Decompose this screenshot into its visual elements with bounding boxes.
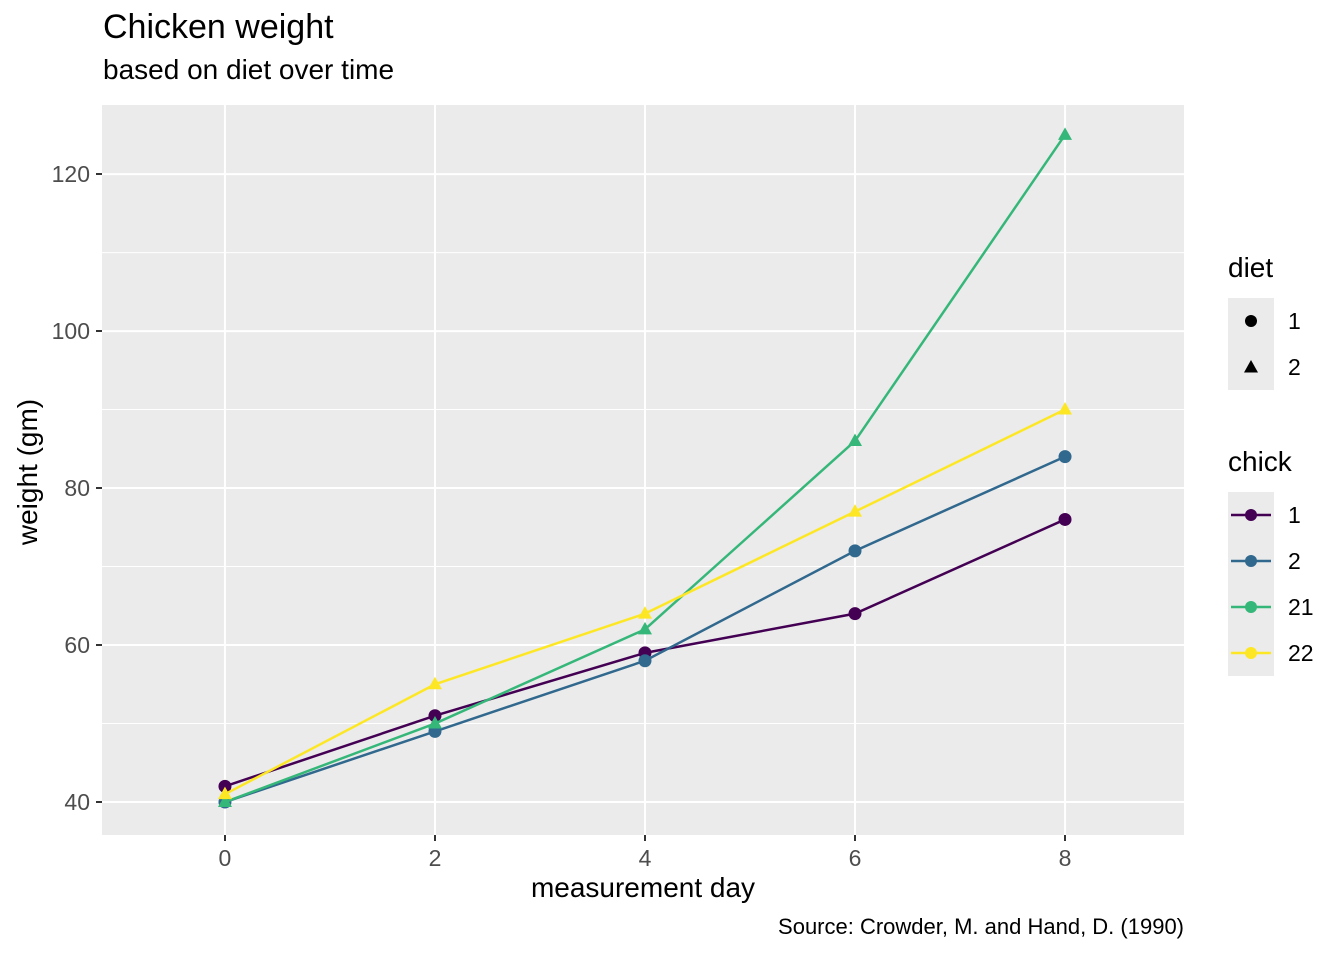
y-tick-label: 120 [51, 161, 90, 188]
y-tick-label: 60 [64, 632, 90, 659]
legend-chick-items: 1 2 21 22 [1228, 492, 1314, 676]
legend-diet-label-1: 1 [1288, 307, 1301, 334]
y-tick-mark [96, 801, 102, 804]
point-chick-22-day-6 [848, 504, 863, 517]
chick-2-point-icon [1231, 555, 1271, 567]
x-tick-mark [1064, 835, 1067, 841]
y-axis-title: weight (gm) [12, 398, 43, 546]
point-chick-2-day-6 [848, 544, 862, 558]
plot-panel-svg [102, 105, 1184, 835]
point-chick-21-day-0 [217, 794, 232, 808]
chart-subtitle: based on diet over time [103, 54, 395, 85]
x-tick-label: 8 [1058, 845, 1072, 871]
x-tick-label: 2 [428, 845, 442, 871]
legend-chick-label-2: 2 [1288, 547, 1301, 574]
y-tick-label: 100 [51, 318, 90, 345]
diet-1-point-icon [1245, 315, 1257, 327]
legend-chick-title: chick [1228, 446, 1292, 477]
x-tick-label: 0 [218, 845, 232, 871]
legend-chick-key-21 [1228, 584, 1274, 630]
chart-title: Chicken weight [103, 8, 334, 46]
y-tick-label: 80 [64, 475, 90, 502]
x-tick-mark [854, 835, 856, 841]
y-tick-label: 40 [64, 789, 90, 816]
legend-diet-key-2 [1228, 344, 1274, 390]
legend-chick-label-22: 22 [1288, 639, 1314, 666]
legend-chick-label-1: 1 [1288, 501, 1301, 528]
point-chick-21-day-2 [427, 716, 442, 729]
x-tick-mark [433, 835, 436, 841]
source-caption: Source: Crowder, M. and Hand, D. (1990) [778, 914, 1184, 939]
legend-diet-title: diet [1228, 252, 1274, 283]
point-chick-1-day-6 [848, 607, 862, 621]
plot-panel [102, 105, 1184, 835]
point-chick-2-day-4 [638, 654, 652, 668]
legend-diet-label-2: 2 [1288, 353, 1301, 380]
x-tick-label: 4 [638, 845, 652, 871]
point-chick-21-day-8 [1058, 127, 1073, 140]
point-chick-2-day-8 [1058, 450, 1072, 464]
point-chick-21-day-6 [848, 433, 863, 446]
point-chick-1-day-8 [1058, 512, 1072, 526]
point-chick-21-day-4 [637, 621, 652, 635]
x-tick-mark [643, 835, 646, 841]
y-tick-mark [96, 487, 102, 490]
legend-chick-key-2 [1228, 538, 1274, 584]
legend-diet-key-1 [1228, 298, 1274, 344]
legend-chick-key-22 [1228, 630, 1274, 676]
y-tick-mark [96, 330, 102, 333]
point-chick-22-day-4 [637, 606, 652, 619]
y-tick-mark [96, 644, 102, 647]
legend-chick-key-1 [1228, 492, 1274, 538]
point-chick-1-day-2 [428, 709, 442, 723]
y-tick-mark [96, 173, 102, 176]
x-axis-title: measurement day [530, 872, 756, 903]
point-chick-22-day-8 [1058, 402, 1073, 415]
point-chick-1-day-0 [218, 779, 232, 793]
legend-chick-label-21: 21 [1288, 593, 1314, 620]
chick-22-point-icon [1231, 647, 1271, 659]
chick-1-point-icon [1231, 509, 1271, 521]
chick-21-point-icon [1231, 601, 1271, 613]
x-tick-mark [223, 835, 226, 841]
diet-2-triangle-icon [1244, 360, 1258, 373]
legend-chick: chick 1 2 21 22 [1228, 446, 1314, 676]
point-chick-22-day-2 [427, 676, 442, 690]
x-tick-label: 6 [848, 845, 862, 871]
point-chick-22-day-0 [217, 786, 232, 800]
